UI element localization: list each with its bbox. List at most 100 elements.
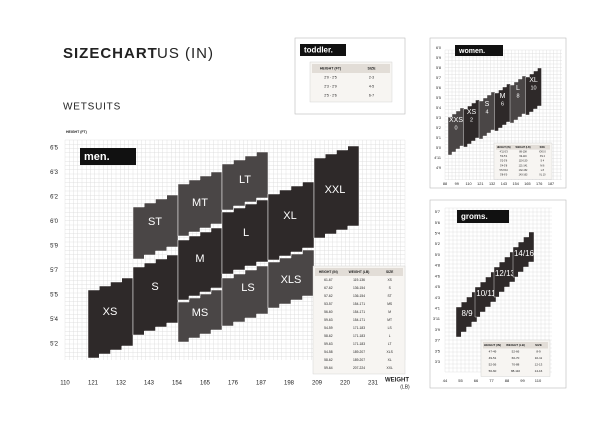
table-cell: 57-62 xyxy=(324,294,333,298)
table-cell: 6-7 xyxy=(369,93,374,97)
table-cell: 88-108 xyxy=(519,151,527,154)
size-label: XXL xyxy=(325,184,346,196)
x-tick-label: 143 xyxy=(501,182,507,186)
table-header: SIZE xyxy=(386,270,394,274)
size-label: 14/16 xyxy=(514,249,535,258)
table-cell: 67-62 xyxy=(324,286,333,290)
table-cell: 53-57 xyxy=(324,302,333,306)
size-region xyxy=(509,75,527,124)
size-number: 2 xyxy=(470,117,473,123)
table-cell: 2-3 xyxy=(369,75,374,79)
x-tick-label: 220 xyxy=(340,381,351,387)
x-axis-title: WEIGHT xyxy=(385,378,409,384)
size-label: XL xyxy=(283,210,296,222)
size-region xyxy=(493,251,516,298)
x-tick-label: 154 xyxy=(172,381,183,387)
y-tick-label: 6'3 xyxy=(50,170,58,176)
y-tick-label: 5'7 xyxy=(436,76,441,80)
size-label: LS xyxy=(241,282,254,294)
y-tick-label: 6'0 xyxy=(50,219,58,225)
y-tick-label: 6'2 xyxy=(50,195,58,201)
table-header: WEIGHT (LB) xyxy=(506,343,525,347)
y-tick-label: 5'9 xyxy=(50,244,58,250)
size-label: XS xyxy=(103,306,118,318)
x-tick-label: 55 xyxy=(458,378,463,383)
size-label: S xyxy=(151,281,158,293)
x-tick-label: 132 xyxy=(116,381,127,387)
table-header: WEIGHT (LB) xyxy=(515,146,530,149)
x-tick-label: 154 xyxy=(512,182,518,186)
table-cell: M 6 xyxy=(540,164,545,167)
y-tick-label: 4'9 xyxy=(436,166,441,170)
size-region xyxy=(512,231,535,278)
size-label: XS xyxy=(467,109,477,116)
table-cell: 56-60 xyxy=(324,310,333,314)
x-tick-label: 110 xyxy=(60,381,70,387)
table-header-bg xyxy=(312,64,390,73)
y-tick-label: 5'0 xyxy=(436,146,441,150)
size-region xyxy=(132,254,179,336)
size-label: MS xyxy=(192,307,209,319)
y-tick-label: 5'5 xyxy=(50,293,58,299)
size-region xyxy=(87,277,134,359)
panel-label-box xyxy=(80,148,136,165)
subtitle: WETSUITS xyxy=(63,102,121,113)
y-tick-label: 5'3 xyxy=(436,116,441,120)
table-cell: S xyxy=(389,286,392,290)
x-tick-label: 88 xyxy=(443,182,447,186)
y-tick-label: 3'7 xyxy=(435,338,441,343)
table-cell: 5'2-5'6 xyxy=(500,160,508,163)
table-cell: 5'6-5'10 xyxy=(499,169,508,172)
table-cell: XS 2 xyxy=(540,155,546,158)
panel-label: toddler. xyxy=(304,46,333,55)
table-header: HEIGHT (FT) xyxy=(320,66,342,70)
y-tick-label: 6'5 xyxy=(50,146,58,152)
x-tick-label: 231 xyxy=(368,381,379,387)
table-header-bg xyxy=(315,268,403,276)
y-tick-label: 5'7 xyxy=(435,209,441,214)
table-cell: 189-207 xyxy=(353,358,365,362)
table-cell: 52-66 xyxy=(512,350,520,354)
size-region xyxy=(525,67,542,116)
size-label: XL xyxy=(529,77,538,84)
panel-label: groms. xyxy=(461,212,488,221)
panel-label: women. xyxy=(458,48,485,55)
table-cell: 136-154 xyxy=(353,286,365,290)
table-cell: M xyxy=(388,310,391,314)
table-cell: 58-62 xyxy=(324,334,333,338)
table-cell: 171-183 xyxy=(353,342,365,346)
table-header: SIZE xyxy=(535,343,542,347)
size-region xyxy=(474,271,497,318)
table-cell: LT xyxy=(388,342,392,346)
y-axis-title: HEIGHT (FT) xyxy=(66,130,87,134)
size-region xyxy=(313,145,360,239)
table-cell: 10-11 xyxy=(535,356,543,360)
size-label: 10/11 xyxy=(476,289,496,298)
panel-label-box xyxy=(300,44,346,56)
table-cell: 58-62 xyxy=(324,358,333,362)
y-tick-label: 5'2 xyxy=(50,342,58,348)
size-label: LT xyxy=(239,174,251,186)
table-header: HEIGHT (IN) xyxy=(319,270,338,274)
table-cell: 154-171 xyxy=(353,318,365,322)
table-cell: 59-63 xyxy=(324,342,333,346)
y-tick-label: 5'1 xyxy=(436,136,441,140)
table-bg xyxy=(312,265,406,375)
table-cell: 61-67 xyxy=(324,278,333,282)
table-header: SIZE xyxy=(540,146,546,149)
y-tick-label: 5'9 xyxy=(436,56,441,60)
table-cell: MT xyxy=(387,318,392,322)
y-tick-label: 5'2 xyxy=(435,241,441,246)
size-number: 4 xyxy=(485,109,488,115)
women-frame xyxy=(429,37,567,189)
table-cell: 154-171 xyxy=(353,310,365,314)
table-cell: L 8 xyxy=(541,169,545,172)
y-tick-label: 3'11 xyxy=(433,316,441,321)
x-tick-label: 209 xyxy=(312,381,323,387)
table-cell: 60-70 xyxy=(512,356,520,360)
table-header-bg xyxy=(483,342,548,349)
y-tick-label: 3'9 xyxy=(435,327,441,332)
size-region xyxy=(267,181,315,261)
table-cell: LS xyxy=(388,326,393,330)
